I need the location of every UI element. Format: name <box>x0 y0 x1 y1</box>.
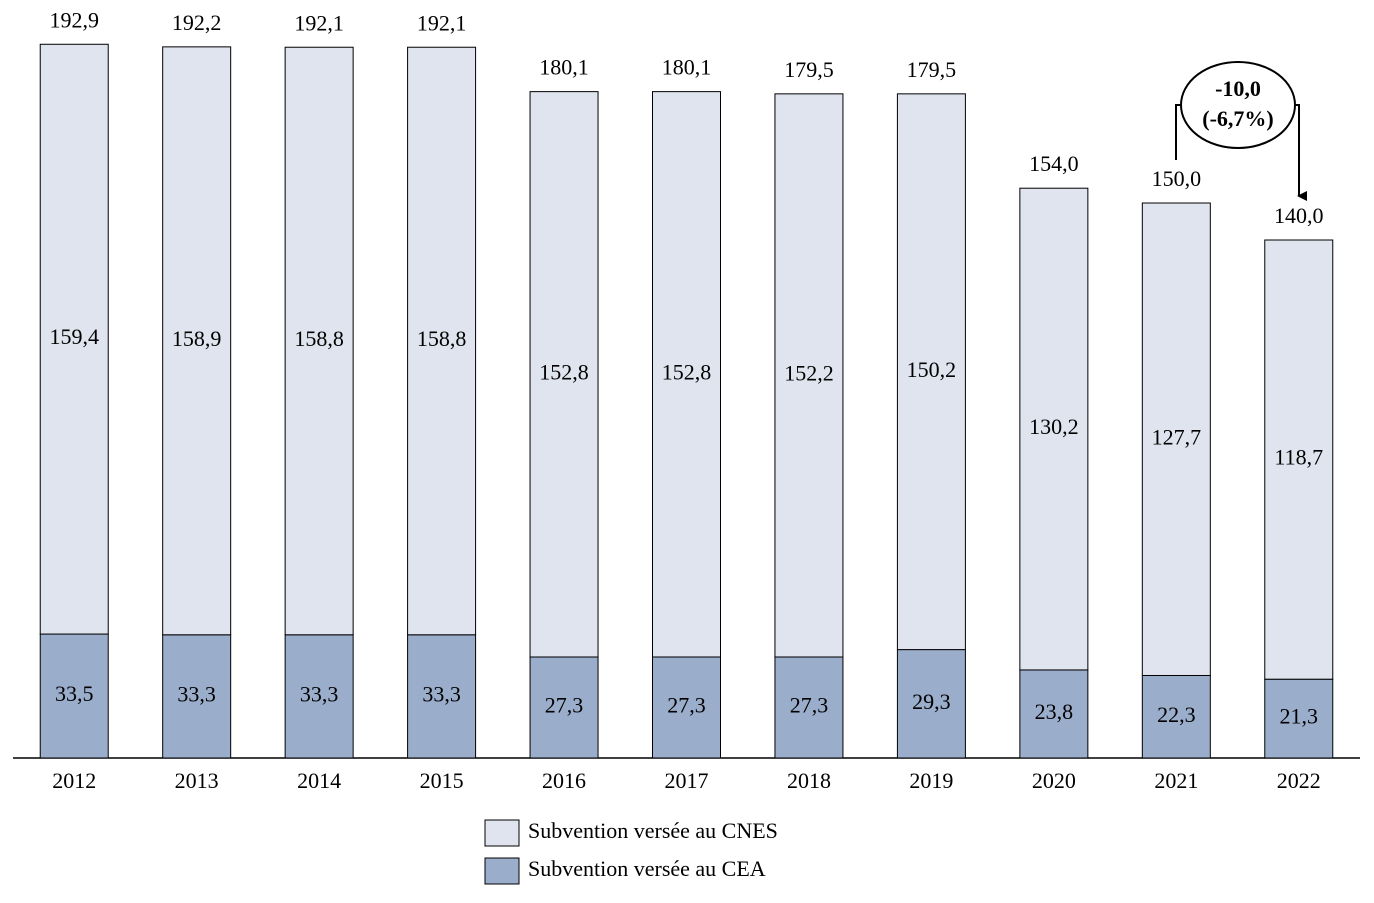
total-label: 180,1 <box>662 55 712 80</box>
legend-label: Subvention versée au CEA <box>528 856 766 881</box>
annotation-bracket <box>1175 104 1181 160</box>
total-label: 150,0 <box>1152 166 1202 191</box>
x-tick-label: 2021 <box>1154 768 1198 793</box>
total-label: 140,0 <box>1274 203 1324 228</box>
bar-segment <box>162 46 232 636</box>
total-label: 179,5 <box>907 57 957 82</box>
x-tick-label: 2022 <box>1277 768 1321 793</box>
total-label: 180,1 <box>539 55 589 80</box>
value-label: 27,3 <box>545 693 584 718</box>
bar-segment <box>1019 669 1089 759</box>
bar-segment <box>284 46 354 636</box>
total-label: 192,1 <box>417 10 467 35</box>
value-label: 152,2 <box>784 360 834 385</box>
bar-segment <box>774 93 844 658</box>
annotation: -10,0 (-6,7%) <box>1175 61 1307 201</box>
legend-label: Subvention versée au CNES <box>528 818 778 843</box>
value-label: 130,2 <box>1029 414 1079 439</box>
x-tick-label: 2015 <box>420 768 464 793</box>
value-label: 27,3 <box>667 693 706 718</box>
value-label: 152,8 <box>539 359 589 384</box>
bar-segment <box>39 633 109 759</box>
total-label: 192,2 <box>172 10 222 35</box>
value-label: 158,8 <box>417 326 467 351</box>
x-tick-label: 2019 <box>909 768 953 793</box>
bar-segment <box>407 634 477 759</box>
bar-segment <box>652 91 721 658</box>
x-tick-label: 2013 <box>175 768 219 793</box>
value-label: 33,3 <box>300 681 339 706</box>
value-label: 29,3 <box>912 689 951 714</box>
value-label: 118,7 <box>1274 445 1323 470</box>
bar-segment <box>1264 239 1334 680</box>
annotation-arrow <box>1295 104 1307 201</box>
annotation-change: -10,0 <box>1215 76 1261 101</box>
bar-segment <box>1141 674 1211 759</box>
total-label: 154,0 <box>1029 151 1079 176</box>
bar-segment <box>284 634 354 759</box>
x-tick-label: 2020 <box>1032 768 1076 793</box>
bar-segment <box>39 43 109 635</box>
x-tick-label: 2016 <box>542 768 586 793</box>
bar-segment <box>1264 678 1334 759</box>
bar-segment <box>407 46 477 636</box>
total-label: 179,5 <box>784 57 834 82</box>
bar-segment <box>896 93 966 651</box>
x-tick-label: 2018 <box>787 768 831 793</box>
value-label: 33,5 <box>55 681 94 706</box>
value-label: 33,3 <box>422 681 461 706</box>
value-label: 159,4 <box>49 324 99 349</box>
value-label: 21,3 <box>1280 704 1319 729</box>
total-label: 192,1 <box>294 10 344 35</box>
annotation-percent: (-6,7%) <box>1202 106 1273 131</box>
annotation-ellipse <box>1180 61 1296 149</box>
value-label: 23,8 <box>1035 699 1074 724</box>
bar-segment <box>652 656 721 759</box>
value-label: 127,7 <box>1152 424 1202 449</box>
bar-segment <box>529 91 599 658</box>
x-tick-label: 2012 <box>52 768 96 793</box>
value-label: 150,2 <box>907 357 957 382</box>
legend-swatch <box>484 857 520 885</box>
bar-segment <box>1141 202 1211 676</box>
bar-segment <box>896 649 966 759</box>
value-label: 33,3 <box>177 681 216 706</box>
legend-swatch <box>484 819 520 847</box>
value-label: 152,8 <box>662 359 712 384</box>
total-label: 192,9 <box>49 7 99 32</box>
bar-segment <box>1019 187 1089 671</box>
value-label: 27,3 <box>790 693 829 718</box>
value-label: 22,3 <box>1157 702 1196 727</box>
value-label: 158,9 <box>172 326 222 351</box>
x-tick-label: 2017 <box>665 768 709 793</box>
x-tick-label: 2014 <box>297 768 341 793</box>
value-label: 158,8 <box>294 326 344 351</box>
bar-segment <box>774 656 844 759</box>
